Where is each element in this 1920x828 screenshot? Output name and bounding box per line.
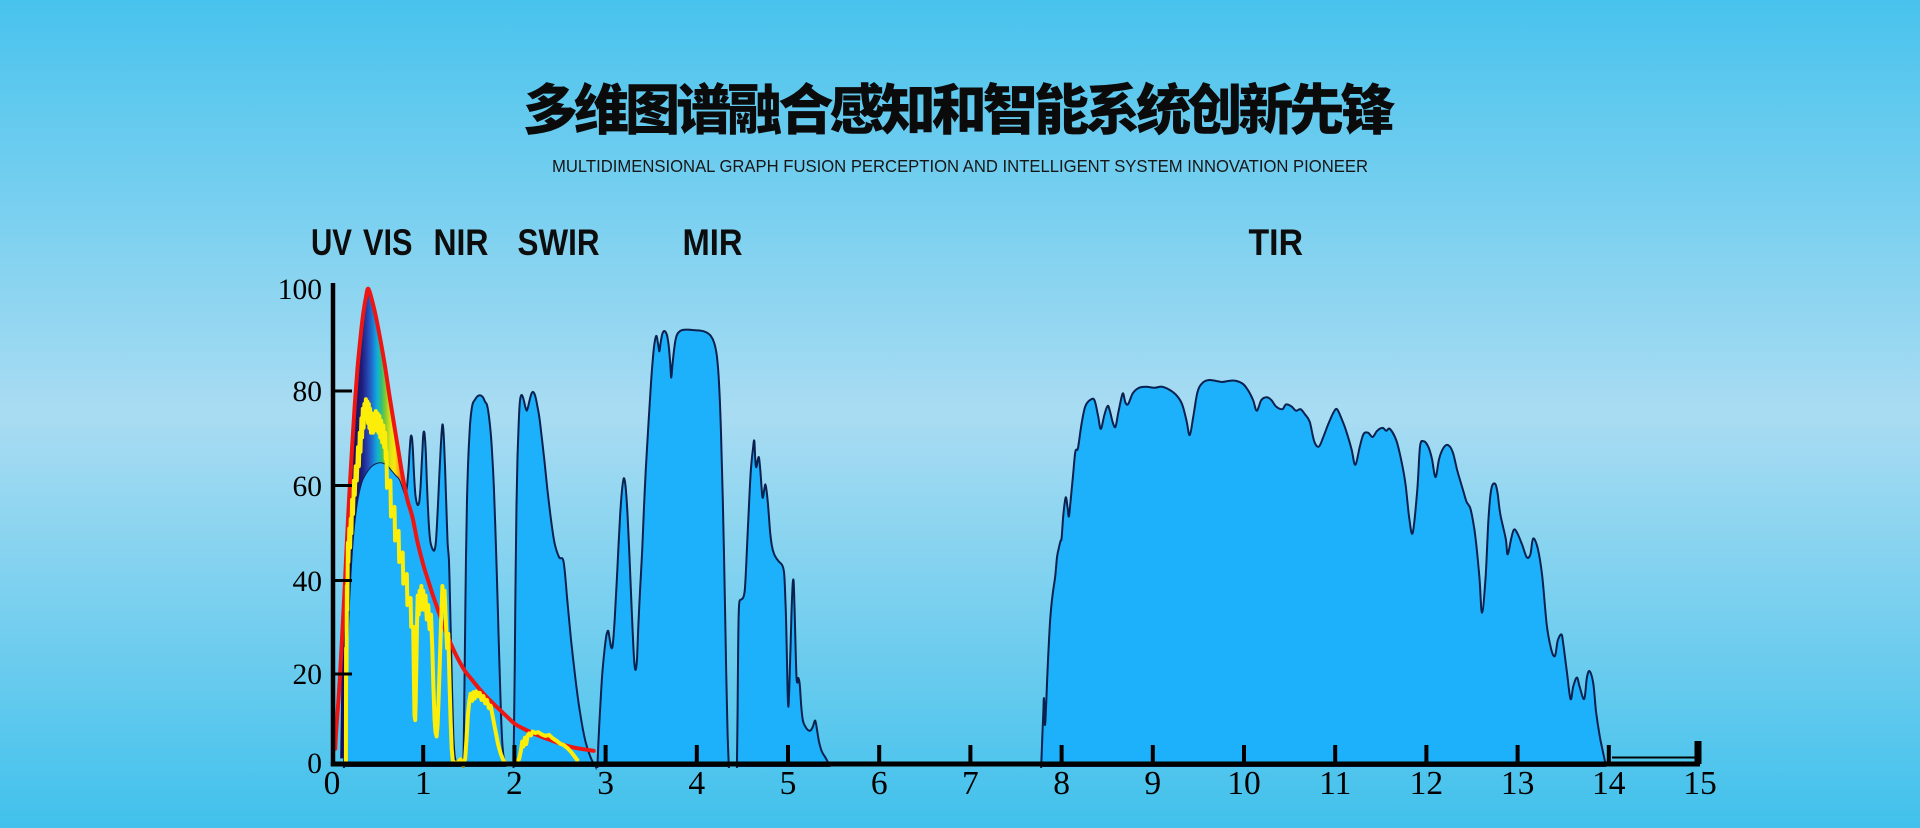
svg-text:13: 13: [1501, 765, 1535, 802]
svg-text:3: 3: [597, 765, 614, 802]
svg-text:1: 1: [415, 765, 432, 802]
svg-text:6: 6: [871, 765, 888, 802]
svg-text:40: 40: [293, 566, 323, 598]
svg-text:VIS: VIS: [363, 222, 413, 263]
svg-text:12: 12: [1410, 765, 1444, 802]
svg-text:8: 8: [1053, 765, 1070, 802]
svg-text:80: 80: [293, 376, 323, 408]
svg-text:15: 15: [1683, 765, 1717, 802]
svg-text:4: 4: [688, 765, 705, 802]
svg-text:UV: UV: [311, 222, 352, 263]
svg-text:TIR: TIR: [1249, 222, 1304, 263]
svg-text:SWIR: SWIR: [518, 222, 600, 263]
svg-text:14: 14: [1592, 765, 1626, 802]
svg-text:NIR: NIR: [434, 222, 489, 263]
svg-text:60: 60: [293, 471, 323, 503]
svg-text:MULTIDIMENSIONAL GRAPH FUSION: MULTIDIMENSIONAL GRAPH FUSION PERCEPTION…: [552, 156, 1368, 176]
svg-text:MIR: MIR: [683, 222, 743, 263]
svg-text:10: 10: [1227, 765, 1261, 802]
svg-text:0: 0: [307, 748, 322, 780]
svg-text:7: 7: [962, 765, 979, 802]
svg-text:100: 100: [278, 274, 322, 306]
svg-text:2: 2: [506, 765, 523, 802]
svg-text:11: 11: [1319, 765, 1351, 802]
svg-text:9: 9: [1144, 765, 1161, 802]
svg-text:0: 0: [324, 765, 341, 802]
svg-text:20: 20: [293, 659, 323, 691]
svg-text:5: 5: [780, 765, 797, 802]
